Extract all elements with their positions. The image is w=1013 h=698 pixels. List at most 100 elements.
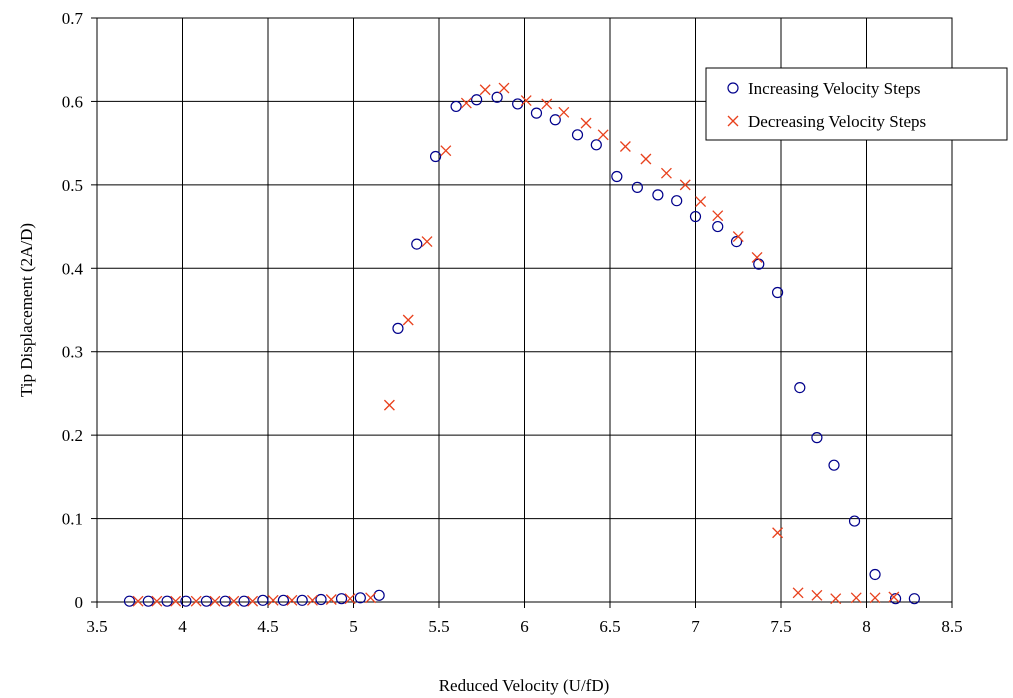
x-tick-label: 4.5	[257, 617, 278, 636]
point-increasing	[771, 286, 784, 299]
point-decreasing	[228, 595, 240, 607]
point-decreasing	[190, 595, 202, 607]
point-decreasing	[520, 95, 532, 107]
x-tick-label: 3.5	[86, 617, 107, 636]
point-increasing	[549, 114, 561, 126]
point-increasing	[530, 107, 543, 119]
point-decreasing	[772, 527, 784, 539]
point-decreasing	[580, 117, 592, 129]
x-axis-label: Reduced Velocity (U/fD)	[439, 676, 610, 695]
point-decreasing	[170, 595, 182, 607]
legend-marker-x	[727, 115, 739, 127]
point-decreasing	[498, 82, 510, 94]
legend-label-increasing: Increasing Velocity Steps	[748, 79, 920, 98]
point-increasing	[180, 595, 192, 607]
point-decreasing	[619, 141, 631, 152]
x-tick-label: 6	[520, 617, 529, 636]
legend-box	[705, 67, 1008, 141]
point-increasing	[315, 593, 327, 606]
x-tick-label: 8.5	[941, 617, 962, 636]
y-tick-label: 0.5	[62, 176, 83, 195]
y-tick-label: 0	[75, 593, 84, 612]
y-tick-label: 0.2	[62, 426, 83, 445]
point-decreasing	[344, 593, 356, 605]
point-increasing	[848, 515, 861, 527]
legend-label-decreasing: Decreasing Velocity Steps	[748, 112, 926, 131]
point-increasing	[392, 322, 404, 334]
point-decreasing	[365, 592, 377, 604]
y-axis-label: Tip Displacement (2A/D)	[17, 223, 36, 397]
point-increasing	[671, 195, 683, 207]
legend-marker-circle	[727, 82, 739, 94]
point-increasing	[429, 150, 442, 163]
point-decreasing	[307, 594, 318, 606]
point-increasing	[257, 594, 269, 606]
point-decreasing	[679, 179, 691, 191]
point-increasing	[471, 94, 483, 106]
point-decreasing	[132, 595, 144, 607]
x-tick-label: 5	[349, 617, 358, 636]
point-decreasing	[660, 167, 672, 179]
point-increasing	[828, 459, 840, 471]
point-increasing	[354, 592, 366, 604]
point-increasing	[142, 595, 154, 607]
point-increasing	[611, 170, 623, 183]
point-increasing	[296, 594, 308, 606]
point-decreasing	[460, 97, 472, 109]
y-tick-label: 0.7	[62, 9, 84, 28]
point-decreasing	[869, 592, 881, 604]
x-tick-label: 6.5	[599, 617, 620, 636]
point-increasing	[277, 594, 289, 606]
point-decreasing	[695, 196, 707, 208]
point-increasing	[335, 593, 348, 605]
x-tick-label: 5.5	[428, 617, 449, 636]
x-tick-label: 4	[178, 617, 187, 636]
x-tick-label: 8	[862, 617, 871, 636]
point-decreasing	[751, 251, 763, 263]
point-increasing	[450, 100, 462, 113]
point-decreasing	[640, 153, 652, 165]
point-decreasing	[732, 231, 744, 243]
series-increasing	[123, 91, 920, 607]
point-decreasing	[597, 129, 609, 141]
point-decreasing	[383, 399, 395, 411]
point-increasing	[794, 381, 806, 394]
point-decreasing	[541, 98, 553, 110]
point-decreasing	[151, 595, 163, 607]
point-decreasing	[479, 84, 491, 96]
point-increasing	[631, 181, 643, 193]
point-increasing	[730, 235, 743, 248]
point-increasing	[811, 432, 823, 444]
legend-marks	[727, 82, 739, 127]
point-decreasing	[402, 314, 414, 326]
point-decreasing	[830, 593, 842, 605]
point-increasing	[652, 189, 664, 201]
point-increasing	[161, 595, 173, 607]
y-tick-label: 0.3	[62, 343, 83, 362]
point-increasing	[590, 139, 602, 151]
y-tick-label: 0.4	[62, 259, 84, 278]
point-increasing	[238, 595, 250, 607]
point-increasing	[908, 593, 920, 605]
point-decreasing	[558, 106, 570, 118]
point-increasing	[889, 593, 902, 605]
point-increasing	[712, 220, 724, 233]
series-decreasing	[132, 82, 900, 607]
point-decreasing	[209, 595, 221, 607]
point-increasing	[571, 129, 584, 141]
point-increasing	[689, 210, 702, 223]
point-increasing	[373, 589, 385, 601]
y-tick-label: 0.1	[62, 510, 83, 529]
point-increasing	[491, 91, 503, 103]
point-decreasing	[850, 592, 862, 604]
point-decreasing	[247, 595, 259, 607]
point-increasing	[219, 595, 231, 607]
data-marks	[123, 82, 920, 607]
point-decreasing	[712, 210, 724, 222]
y-axis-ticks: 0 0.1 0.2 0.3 0.4 0.5 0.6 0.7	[62, 9, 97, 612]
point-decreasing	[267, 594, 279, 606]
x-axis-ticks: 3.5 4 4.5 5 5.5 6 6.5 7 7.5 8 8.5	[86, 602, 963, 636]
point-increasing	[869, 568, 881, 581]
y-tick-label: 0.6	[62, 92, 83, 111]
